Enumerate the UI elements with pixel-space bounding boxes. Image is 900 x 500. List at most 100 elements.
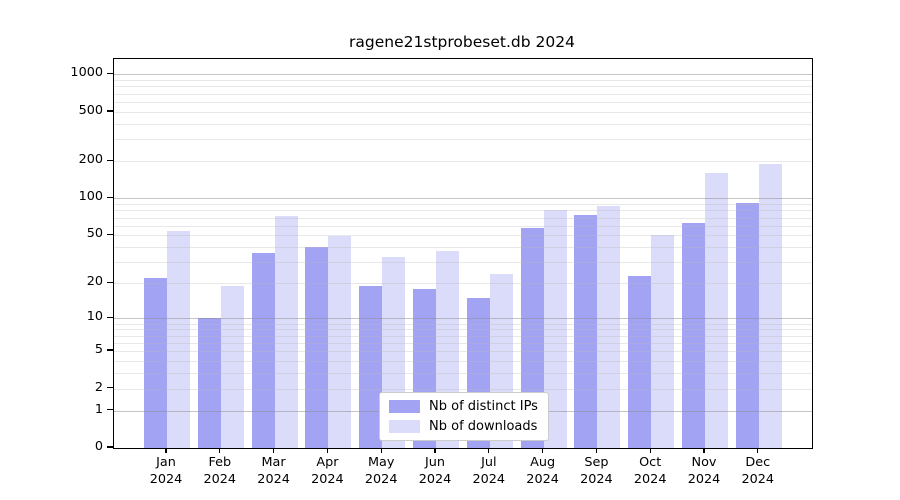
y-tick-label: 50 [86, 226, 103, 242]
y-tick-mark [107, 110, 113, 112]
minor-gridline [114, 204, 812, 206]
y-tick-label: 1000 [70, 65, 103, 81]
minor-gridline [114, 210, 812, 212]
minor-gridline [114, 360, 812, 362]
x-tick-mark [488, 448, 490, 454]
x-tick-mark [757, 448, 759, 454]
y-tick-mark [107, 159, 113, 161]
minor-gridline [114, 323, 812, 325]
bar-downloads [543, 210, 567, 448]
x-tick-mark [380, 448, 382, 454]
y-tick-label: 200 [78, 152, 103, 168]
y-tick-mark [107, 408, 113, 411]
bar-downloads [274, 216, 298, 448]
minor-gridline [114, 283, 812, 285]
y-tick-label: 1 [94, 401, 103, 417]
bar-distinct-ips [682, 223, 705, 448]
bar-distinct-ips [251, 252, 275, 448]
x-tick-label: Oct 2024 [633, 455, 667, 487]
x-tick-mark [326, 448, 329, 454]
x-tick-mark [595, 448, 598, 454]
minor-gridline [114, 329, 812, 331]
y-tick-mark [107, 196, 113, 199]
y-tick-mark [107, 281, 113, 284]
minor-gridline [114, 161, 812, 163]
x-tick-mark [541, 448, 544, 454]
x-tick-label: Nov 2024 [687, 455, 721, 487]
bar-distinct-ips [197, 318, 221, 448]
minor-gridline [114, 111, 812, 113]
x-tick-label: Mar 2024 [257, 455, 290, 487]
y-tick-label: 100 [78, 189, 103, 205]
x-tick-label: Dec 2024 [741, 455, 775, 487]
legend-label: Nb of downloads [429, 419, 538, 434]
y-tick-mark [107, 349, 113, 351]
major-gridline [114, 74, 812, 76]
x-tick-mark [272, 448, 275, 454]
distinct-ips-swatch [389, 400, 420, 413]
minor-gridline [114, 388, 812, 390]
minor-gridline [114, 342, 812, 344]
bar-downloads [597, 205, 621, 448]
y-tick-mark [107, 72, 113, 75]
y-tick-mark [107, 446, 113, 448]
minor-gridline [114, 86, 812, 88]
plot-area [113, 58, 813, 449]
minor-gridline [114, 80, 812, 82]
bar-downloads [167, 231, 190, 448]
downloads-swatch [389, 420, 420, 433]
bar-distinct-ips [735, 202, 759, 448]
x-tick-mark [219, 448, 221, 454]
minor-gridline [114, 93, 812, 95]
bar-downloads [758, 164, 782, 448]
legend-label: Nb of distinct IPs [429, 399, 538, 414]
x-tick-label: May 2024 [364, 455, 398, 487]
major-gridline [114, 318, 812, 320]
x-tick-label: Apr 2024 [311, 455, 344, 487]
y-tick-label: 5 [94, 342, 103, 358]
x-tick-mark [649, 448, 651, 454]
bar-downloads [705, 173, 728, 448]
legend-row: Nb of downloads [389, 419, 538, 434]
major-gridline [114, 198, 812, 200]
chart-title: ragene21stprobeset.db 2024 [349, 33, 575, 51]
y-tick-mark [107, 386, 113, 389]
y-tick-mark [107, 316, 113, 319]
x-tick-label: Sep 2024 [580, 455, 613, 487]
x-tick-label: Jul 2024 [472, 455, 506, 487]
x-tick-label: Jun 2024 [418, 455, 452, 487]
minor-gridline [114, 335, 812, 337]
bar-downloads [328, 236, 352, 448]
y-tick-label: 2 [94, 379, 103, 395]
bar-downloads [651, 235, 675, 448]
y-tick-label: 500 [78, 102, 103, 118]
x-tick-mark [703, 448, 705, 454]
minor-gridline [114, 373, 812, 375]
minor-gridline [114, 351, 812, 353]
y-tick-label: 10 [86, 309, 103, 325]
bar-downloads [220, 286, 244, 448]
y-tick-label: 20 [86, 274, 103, 290]
bar-distinct-ips [359, 286, 383, 448]
bar-distinct-ips [628, 276, 652, 448]
y-tick-label: 0 [94, 439, 103, 454]
minor-gridline [114, 217, 812, 219]
minor-gridline [114, 225, 812, 227]
minor-gridline [114, 247, 812, 249]
x-tick-label: Aug 2024 [526, 455, 559, 487]
x-tick-label: Feb 2024 [203, 455, 237, 487]
minor-gridline [114, 262, 812, 264]
x-tick-mark [434, 448, 436, 454]
minor-gridline [114, 235, 812, 237]
x-tick-mark [165, 448, 167, 454]
minor-gridline [114, 102, 812, 104]
x-tick-label: Jan 2024 [149, 455, 183, 487]
minor-gridline [114, 123, 812, 125]
y-tick-mark [107, 233, 113, 236]
bar-distinct-ips [305, 247, 329, 448]
bar-distinct-ips [144, 278, 167, 448]
legend: Nb of distinct IPs Nb of downloads [379, 392, 549, 441]
bar-distinct-ips [574, 214, 598, 448]
legend-row: Nb of distinct IPs [389, 399, 538, 414]
